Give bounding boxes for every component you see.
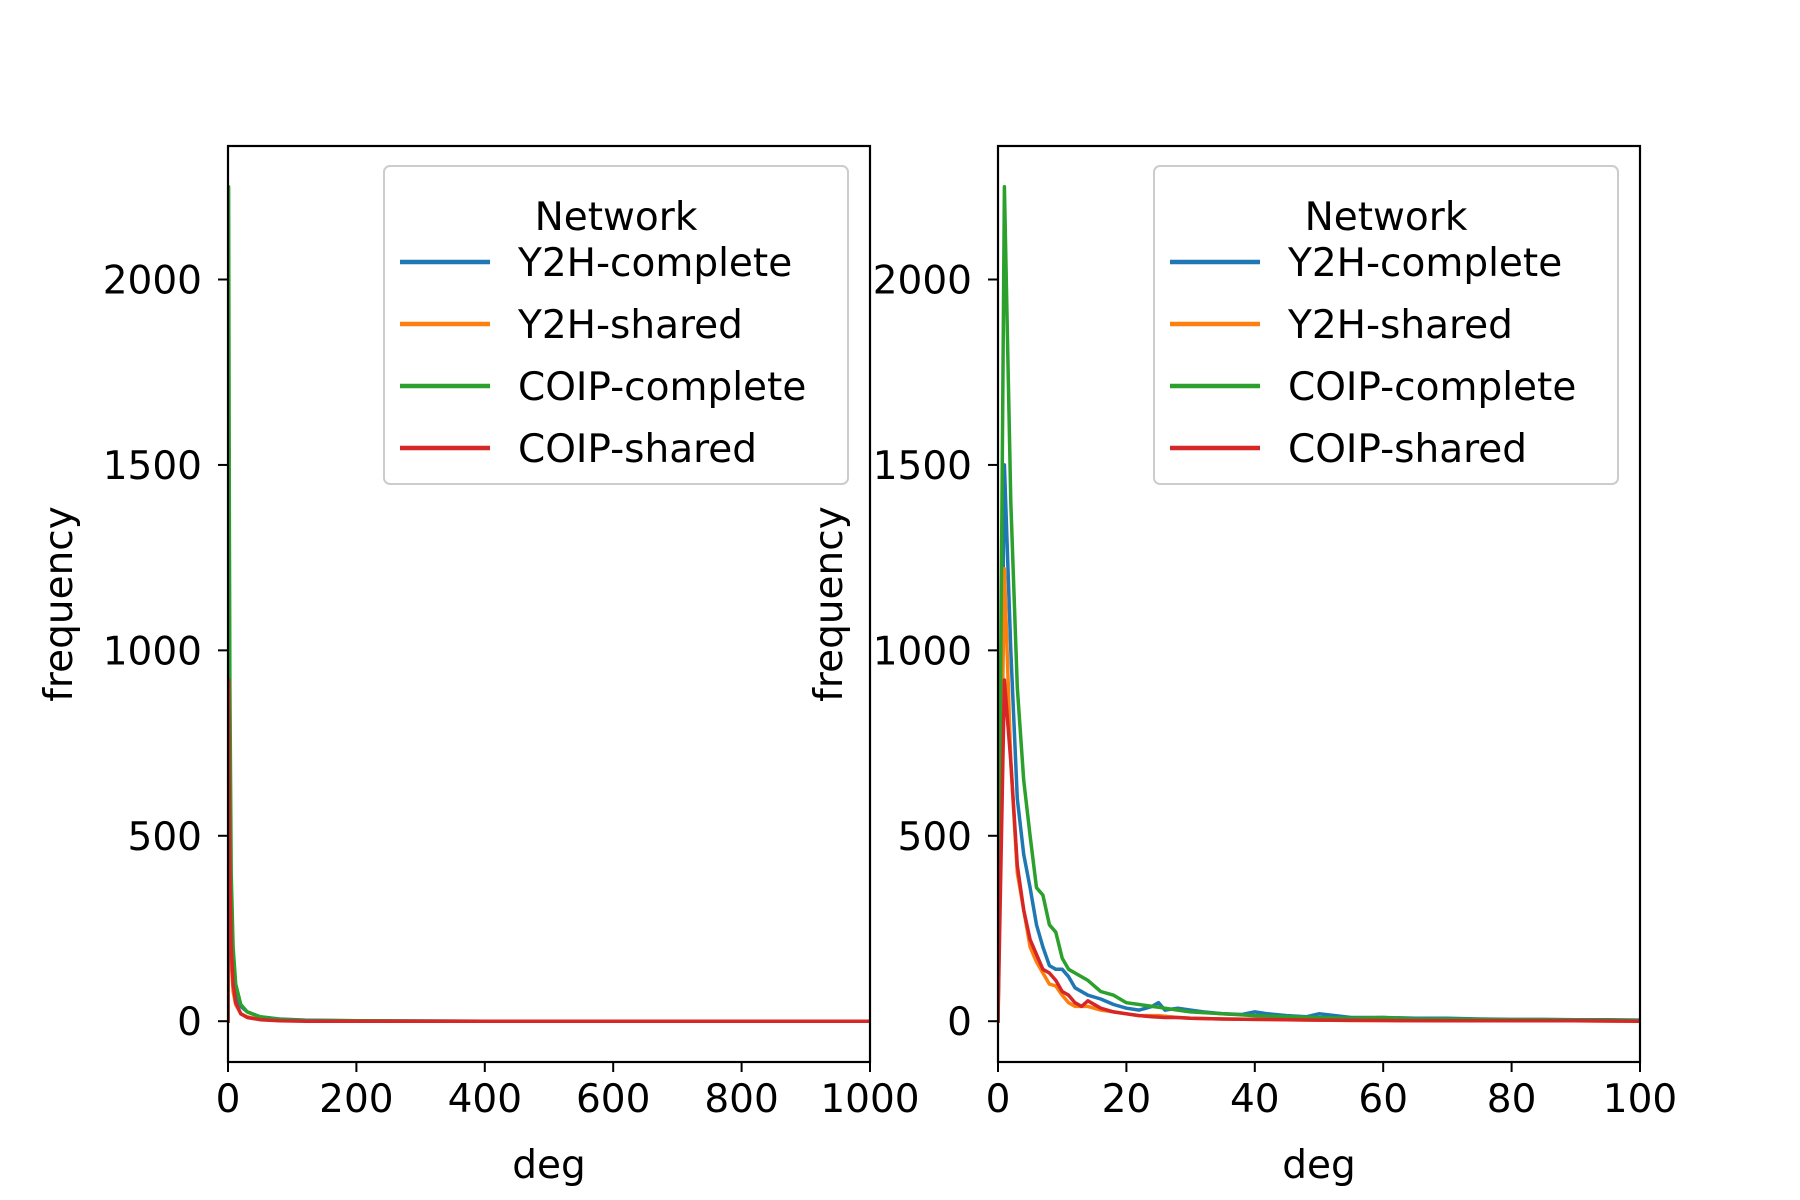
- legend-entry: Y2H-shared: [517, 303, 743, 348]
- axes-frame: [996, 144, 1642, 1064]
- legend-entry: COIP-shared: [518, 427, 757, 472]
- x-tick-label: 80: [1487, 1077, 1537, 1122]
- legend-box: [1153, 165, 1619, 485]
- legend-entry: COIP-complete: [1288, 365, 1576, 410]
- series-lines: [998, 185, 1640, 1023]
- y-tick-label: 1000: [873, 629, 972, 674]
- legend-entry: COIP-complete: [518, 365, 806, 410]
- x-tick-label: 400: [448, 1077, 522, 1122]
- y-tick-label: 1500: [103, 444, 202, 489]
- y-tick-label: 500: [898, 815, 972, 860]
- x-tick-label: 600: [576, 1077, 650, 1122]
- series-line-coip-shared: [998, 678, 1640, 1023]
- axes-frame: [226, 144, 872, 1064]
- subplot-2: 0 20 40 60 80 1000500100015002000degfrequency…: [807, 144, 1677, 1188]
- subplot-1: 0 200 400 600 800 1000 0 500 1000 1500 2000 deg freq…: [37, 144, 920, 1188]
- legend-title: Network: [535, 195, 698, 240]
- x-tick-label: 100: [1603, 1077, 1677, 1122]
- x-tick-label: 60: [1358, 1077, 1408, 1122]
- x-axis-label: deg: [512, 1143, 586, 1188]
- series-line-y2h-complete: [228, 463, 870, 1023]
- series-line-y2h-complete: [998, 463, 1640, 1023]
- legend-entry: Y2H-shared: [1287, 303, 1513, 348]
- x-tick-label: 800: [704, 1077, 778, 1122]
- series-line-coip-shared: [228, 678, 870, 1023]
- legend-entry: Y2H-complete: [517, 241, 792, 286]
- y-axis-label: frequency: [807, 506, 852, 702]
- x-tick-label: 0: [986, 1077, 1011, 1122]
- x-tick-label: 20: [1102, 1077, 1152, 1122]
- y-tick-label: 500: [128, 815, 202, 860]
- legend-entry: COIP-shared: [1288, 427, 1527, 472]
- y-tick-label: 0: [177, 1000, 202, 1045]
- legend-box: [383, 165, 849, 485]
- y-tick-label: 2000: [103, 259, 202, 304]
- series-line-y2h-shared: [998, 567, 1640, 1023]
- x-tick-label: 200: [319, 1077, 393, 1122]
- x-tick-label: 40: [1230, 1077, 1280, 1122]
- y-tick-label: 0: [947, 1000, 972, 1045]
- legend-title: Network: [1305, 195, 1468, 240]
- series-lines: [228, 185, 870, 1023]
- y-tick-label: 1000: [103, 629, 202, 674]
- x-axis-label: deg: [1282, 1143, 1356, 1188]
- x-tick-label: 1000: [820, 1077, 919, 1122]
- legend-entry: Y2H-complete: [1287, 241, 1562, 286]
- y-axis-label: frequency: [37, 506, 82, 702]
- y-tick-label: 2000: [873, 259, 972, 304]
- x-tick-label: 0: [216, 1077, 241, 1122]
- y-tick-label: 1500: [873, 444, 972, 489]
- series-line-y2h-shared: [228, 567, 870, 1023]
